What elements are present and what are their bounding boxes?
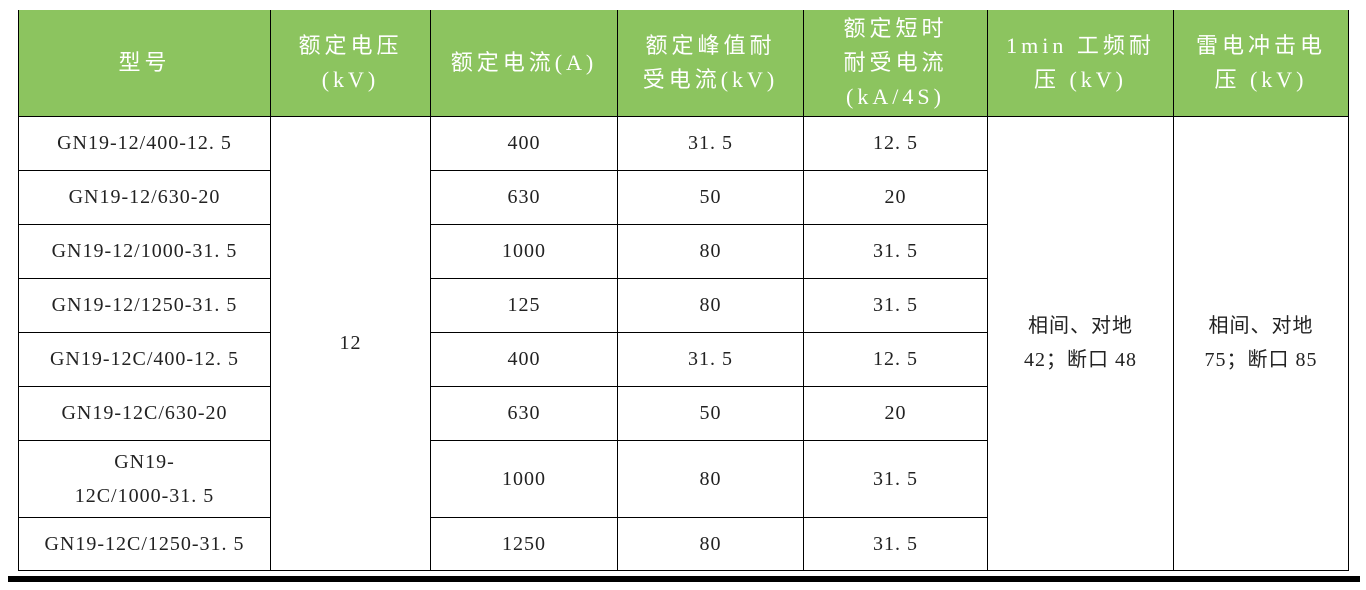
short-time-cell: 12. 5 xyxy=(803,331,988,387)
short-time-cell: 12. 5 xyxy=(803,115,988,171)
bottom-rule xyxy=(8,576,1360,582)
model-cell: GN19-12C/400-12. 5 xyxy=(18,331,271,387)
peak-cell: 80 xyxy=(617,223,804,279)
model-cell: GN19-12/630-20 xyxy=(18,169,271,225)
short-time-cell: 31. 5 xyxy=(803,223,988,279)
peak-cell: 80 xyxy=(617,277,804,333)
model-cell: GN19-12/400-12. 5 xyxy=(18,115,271,171)
peak-cell: 80 xyxy=(617,516,804,571)
current-cell: 1250 xyxy=(430,516,618,571)
col-header-lightning-impulse: 雷电冲击电 压 (kV) xyxy=(1173,10,1349,117)
col-header-power-freq-withstand: 1min 工频耐 压 (kV) xyxy=(987,10,1174,117)
model-cell: GN19-12C/630-20 xyxy=(18,385,271,441)
model-cell: GN19-12/1250-31. 5 xyxy=(18,277,271,333)
model-cell: GN19-12C/1250-31. 5 xyxy=(18,516,271,571)
table-row: GN19- 12C/1000-31. 5 1000 80 31. 5 xyxy=(18,439,1349,518)
header-row: 型号 额定电压 (kV) 额定电流(A) 额定峰值耐 受电流(kV) 额定短时 … xyxy=(18,10,1349,117)
current-cell: 630 xyxy=(430,385,618,441)
current-cell: 630 xyxy=(430,169,618,225)
peak-cell: 80 xyxy=(617,439,804,518)
peak-cell: 31. 5 xyxy=(617,331,804,387)
lightning-merged-cell: 相间、对地 75；断口 85 xyxy=(1173,115,1349,571)
col-header-short-time-withstand: 额定短时 耐受电流 (kA/4S) xyxy=(803,10,988,117)
short-time-cell: 31. 5 xyxy=(803,277,988,333)
short-time-cell: 20 xyxy=(803,385,988,441)
table-row: GN19-12C/1250-31. 5 1250 80 31. 5 xyxy=(18,516,1349,571)
current-cell: 1000 xyxy=(430,439,618,518)
model-cell: GN19-12/1000-31. 5 xyxy=(18,223,271,279)
power-freq-merged-cell: 相间、对地 42；断口 48 xyxy=(987,115,1174,571)
col-header-model: 型号 xyxy=(18,10,271,117)
short-time-cell: 31. 5 xyxy=(803,516,988,571)
peak-cell: 50 xyxy=(617,169,804,225)
peak-cell: 50 xyxy=(617,385,804,441)
table-row: GN19-12/400-12. 5 12 400 31. 5 12. 5 相间、… xyxy=(18,115,1349,571)
short-time-cell: 31. 5 xyxy=(803,439,988,518)
table-row: GN19-12C/400-12. 5 400 31. 5 12. 5 xyxy=(18,331,1349,387)
peak-cell: 31. 5 xyxy=(617,115,804,171)
current-cell: 1000 xyxy=(430,223,618,279)
current-cell: 400 xyxy=(430,115,618,171)
col-header-rated-voltage: 额定电压 (kV) xyxy=(270,10,431,117)
table-row: GN19-12/1000-31. 5 1000 80 31. 5 xyxy=(18,223,1349,279)
table-row: GN19-12C/630-20 630 50 20 xyxy=(18,385,1349,441)
model-cell: GN19- 12C/1000-31. 5 xyxy=(18,439,271,518)
short-time-cell: 20 xyxy=(803,169,988,225)
spec-table: 型号 额定电压 (kV) 额定电流(A) 额定峰值耐 受电流(kV) 额定短时 … xyxy=(18,10,1349,571)
col-header-peak-withstand: 额定峰值耐 受电流(kV) xyxy=(617,10,804,117)
current-cell: 125 xyxy=(430,277,618,333)
table-row: GN19-12/1250-31. 5 125 80 31. 5 xyxy=(18,277,1349,333)
col-header-rated-current: 额定电流(A) xyxy=(430,10,618,117)
current-cell: 400 xyxy=(430,331,618,387)
spec-table-wrap: 型号 额定电压 (kV) 额定电流(A) 额定峰值耐 受电流(kV) 额定短时 … xyxy=(18,10,1349,571)
rated-voltage-merged-cell: 12 xyxy=(270,115,431,571)
table-row: GN19-12/630-20 630 50 20 xyxy=(18,169,1349,225)
